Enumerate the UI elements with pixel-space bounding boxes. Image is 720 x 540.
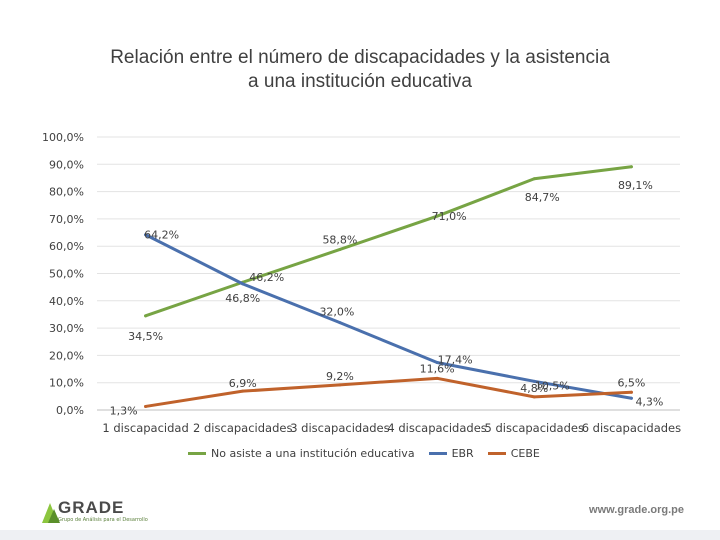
chart-title-line-1: Relación entre el número de discapacidad…: [110, 47, 610, 68]
legend-item-no-asiste: No asiste a una institución educativa: [188, 447, 415, 460]
data-label: 46,8%: [225, 292, 260, 305]
data-point: [338, 247, 342, 251]
data-label: 84,7%: [525, 191, 560, 204]
data-point: [629, 390, 633, 394]
series-line: [144, 376, 633, 408]
legend-item-ebr: EBR: [428, 447, 474, 460]
data-point: [435, 376, 439, 380]
legend-label-ebr: EBR: [451, 447, 474, 460]
data-label: 1,3%: [110, 404, 138, 417]
data-point: [532, 395, 536, 399]
y-tick-label: 70,0%: [49, 213, 84, 226]
data-label: 6,5%: [617, 376, 645, 389]
data-point: [144, 314, 148, 318]
data-label: 64,2%: [144, 229, 179, 242]
x-tick-label: 1 discapacidad: [102, 421, 188, 435]
data-point: [338, 321, 342, 325]
y-tick-label: 40,0%: [49, 295, 84, 308]
data-point: [532, 177, 536, 181]
chart-title-line-2: a una institución educativa: [248, 71, 472, 92]
legend-label-no-asiste: No asiste a una institución educativa: [211, 447, 415, 460]
x-tick-label: 4 discapacidades: [387, 421, 486, 435]
data-label: 4,8%: [520, 382, 548, 395]
legend-label-cebe: CEBE: [510, 447, 540, 460]
x-tick-label: 3 discapacidades: [290, 421, 389, 435]
x-tick-label: 6 discapacidades: [582, 421, 681, 435]
series-line: [144, 233, 633, 400]
data-point: [435, 214, 439, 218]
grade-logo-icon: [42, 503, 60, 523]
data-label: 89,1%: [618, 179, 653, 192]
data-point: [532, 379, 536, 383]
legend-swatch-no-asiste: [188, 452, 206, 455]
data-point: [144, 233, 148, 237]
y-tick-label: 90,0%: [49, 158, 84, 171]
y-tick-label: 50,0%: [49, 268, 84, 281]
y-tick-label: 20,0%: [49, 349, 84, 362]
data-label: 10,5%: [535, 379, 570, 392]
x-tick-label: 2 discapacidades: [193, 421, 292, 435]
data-label: 17,4%: [438, 353, 473, 366]
data-label: 32,0%: [319, 306, 354, 319]
data-point: [338, 383, 342, 387]
series-line: [144, 165, 633, 318]
legend-swatch-ebr: [428, 452, 447, 455]
y-tick-label: 60,0%: [49, 240, 84, 253]
logo-tagline: Grupo de Análisis para el Desarrollo: [58, 517, 148, 523]
logo-name: GRADE: [58, 498, 125, 517]
data-label: 6,9%: [229, 377, 257, 390]
data-label: 9,2%: [326, 370, 354, 383]
y-tick-label: 0,0%: [56, 404, 84, 417]
y-tick-label: 80,0%: [49, 186, 84, 199]
y-tick-label: 10,0%: [49, 377, 84, 390]
legend-item-cebe: CEBE: [487, 447, 540, 460]
chart-legend: No asiste a una institución educativa EB…: [188, 447, 540, 460]
data-point: [629, 396, 633, 400]
x-tick-label: 5 discapacidades: [485, 421, 584, 435]
data-label: 71,0%: [432, 210, 467, 223]
data-label: 34,5%: [128, 330, 163, 343]
data-point: [144, 404, 148, 408]
data-point: [629, 165, 633, 169]
y-tick-label: 30,0%: [49, 322, 84, 335]
data-label: 58,8%: [322, 233, 357, 246]
data-label: 46,2%: [249, 271, 284, 284]
data-point: [435, 360, 439, 364]
data-point: [241, 282, 245, 286]
data-label: 4,3%: [635, 395, 663, 408]
data-label: 11,6%: [420, 362, 455, 375]
chart-title: Relación entre el número de discapacidad…: [60, 46, 660, 94]
y-tick-label: 100,0%: [42, 131, 84, 144]
footer-bar: [0, 530, 720, 540]
website-url: www.grade.org.pe: [589, 504, 684, 516]
data-point: [241, 389, 245, 393]
legend-swatch-cebe: [487, 452, 506, 455]
